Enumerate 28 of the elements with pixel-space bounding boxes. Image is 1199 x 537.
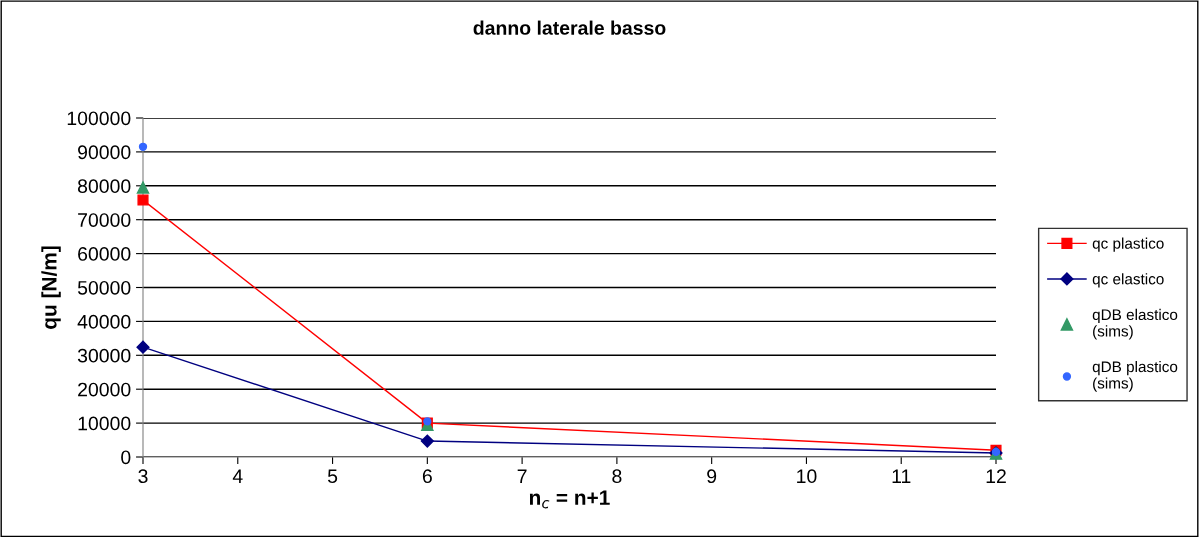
y-tick-label: 80000	[77, 179, 131, 194]
y-tick-label: 0	[121, 450, 131, 465]
x-tick-label: 11	[892, 469, 911, 483]
legend-label: qDB elastico (sims)	[1092, 308, 1178, 340]
x-tick-label: 7	[517, 469, 527, 483]
x-tick-label: 9	[707, 469, 717, 484]
x-tick-label: 8	[612, 469, 622, 484]
legend-label: qc plastico	[1092, 237, 1164, 252]
legend-label: qc elastico	[1092, 273, 1164, 288]
y-tick-label: 20000	[78, 382, 131, 397]
legend-label: qDB plastico (sims)	[1092, 360, 1178, 392]
x-tick-label: 5	[327, 469, 338, 484]
y-tick-label: 10000	[78, 416, 131, 431]
x-tick-label: 10	[797, 469, 817, 484]
x-tick-label: 6	[422, 469, 432, 484]
y-tick-label: 50000	[77, 280, 131, 295]
x-tick-label: 3	[138, 469, 148, 484]
y-tick-label: 70000	[78, 213, 131, 227]
x-tick-label: 12	[986, 469, 1006, 483]
x-tick-label: 4	[232, 469, 243, 483]
y-tick-label: 60000	[78, 247, 131, 261]
y-axis-title: qu [N/m]	[41, 246, 61, 329]
y-tick-label: 40000	[77, 314, 131, 329]
x-axis-title: n$_{c}$ = n+1	[529, 490, 610, 509]
chart-title: danno laterale basso	[473, 20, 666, 35]
y-tick-label: 90000	[78, 145, 131, 160]
y-tick-label: 30000	[77, 348, 131, 363]
y-tick-label: 100000	[67, 111, 131, 126]
